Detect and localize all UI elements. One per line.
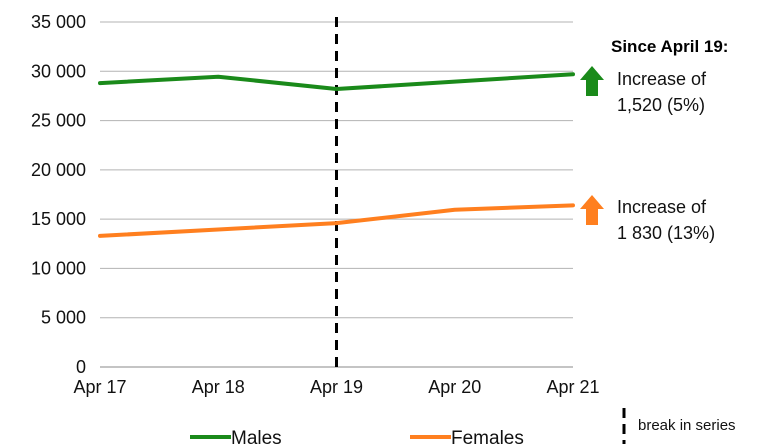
y-tick-label: 5 000 <box>41 308 86 328</box>
males-annotation-line2: 1,520 (5%) <box>617 95 705 115</box>
legend: Males Females <box>190 428 524 447</box>
y-tick-label: 25 000 <box>31 111 86 131</box>
y-axis-tick-labels: 0 5 000 10 000 15 000 20 000 25 000 30 000 35 0… <box>31 12 86 377</box>
x-axis-tick-labels: Apr 17 Apr 18 Apr 19 Apr 20 Apr 21 <box>73 377 599 397</box>
y-tick-label: 35 000 <box>31 12 86 32</box>
females-annotation-line2: 1 830 (13%) <box>617 223 715 243</box>
females-annotation: Increase of 1 830 (13%) <box>580 195 715 243</box>
legend-label-males: Males <box>231 428 282 447</box>
males-annotation: Increase of 1,520 (5%) <box>580 66 707 115</box>
series-line-females <box>98 203 575 238</box>
females-annotation-line1: Increase of <box>617 197 707 217</box>
annotation-heading: Since April 19: <box>611 37 728 56</box>
annotations: Since April 19: Increase of 1,520 (5%) I… <box>580 37 728 243</box>
x-tick-label: Apr 20 <box>428 377 481 397</box>
males-annotation-line1: Increase of <box>617 69 707 89</box>
y-tick-label: 30 000 <box>31 61 86 81</box>
x-tick-label: Apr 17 <box>73 377 126 397</box>
break-in-series-key: break in series <box>622 408 736 444</box>
up-arrow-icon <box>580 66 604 96</box>
legend-label-females: Females <box>451 428 524 447</box>
y-tick-label: 20 000 <box>31 160 86 180</box>
break-in-series-label: break in series <box>638 417 736 434</box>
y-tick-label: 10 000 <box>31 258 86 278</box>
y-tick-label: 15 000 <box>31 209 86 229</box>
series-lines <box>98 72 575 238</box>
x-tick-label: Apr 19 <box>310 377 363 397</box>
x-tick-label: Apr 21 <box>546 377 599 397</box>
series-line-males <box>98 72 575 92</box>
y-tick-label: 0 <box>76 357 86 377</box>
up-arrow-icon <box>580 195 604 225</box>
x-tick-label: Apr 18 <box>192 377 245 397</box>
